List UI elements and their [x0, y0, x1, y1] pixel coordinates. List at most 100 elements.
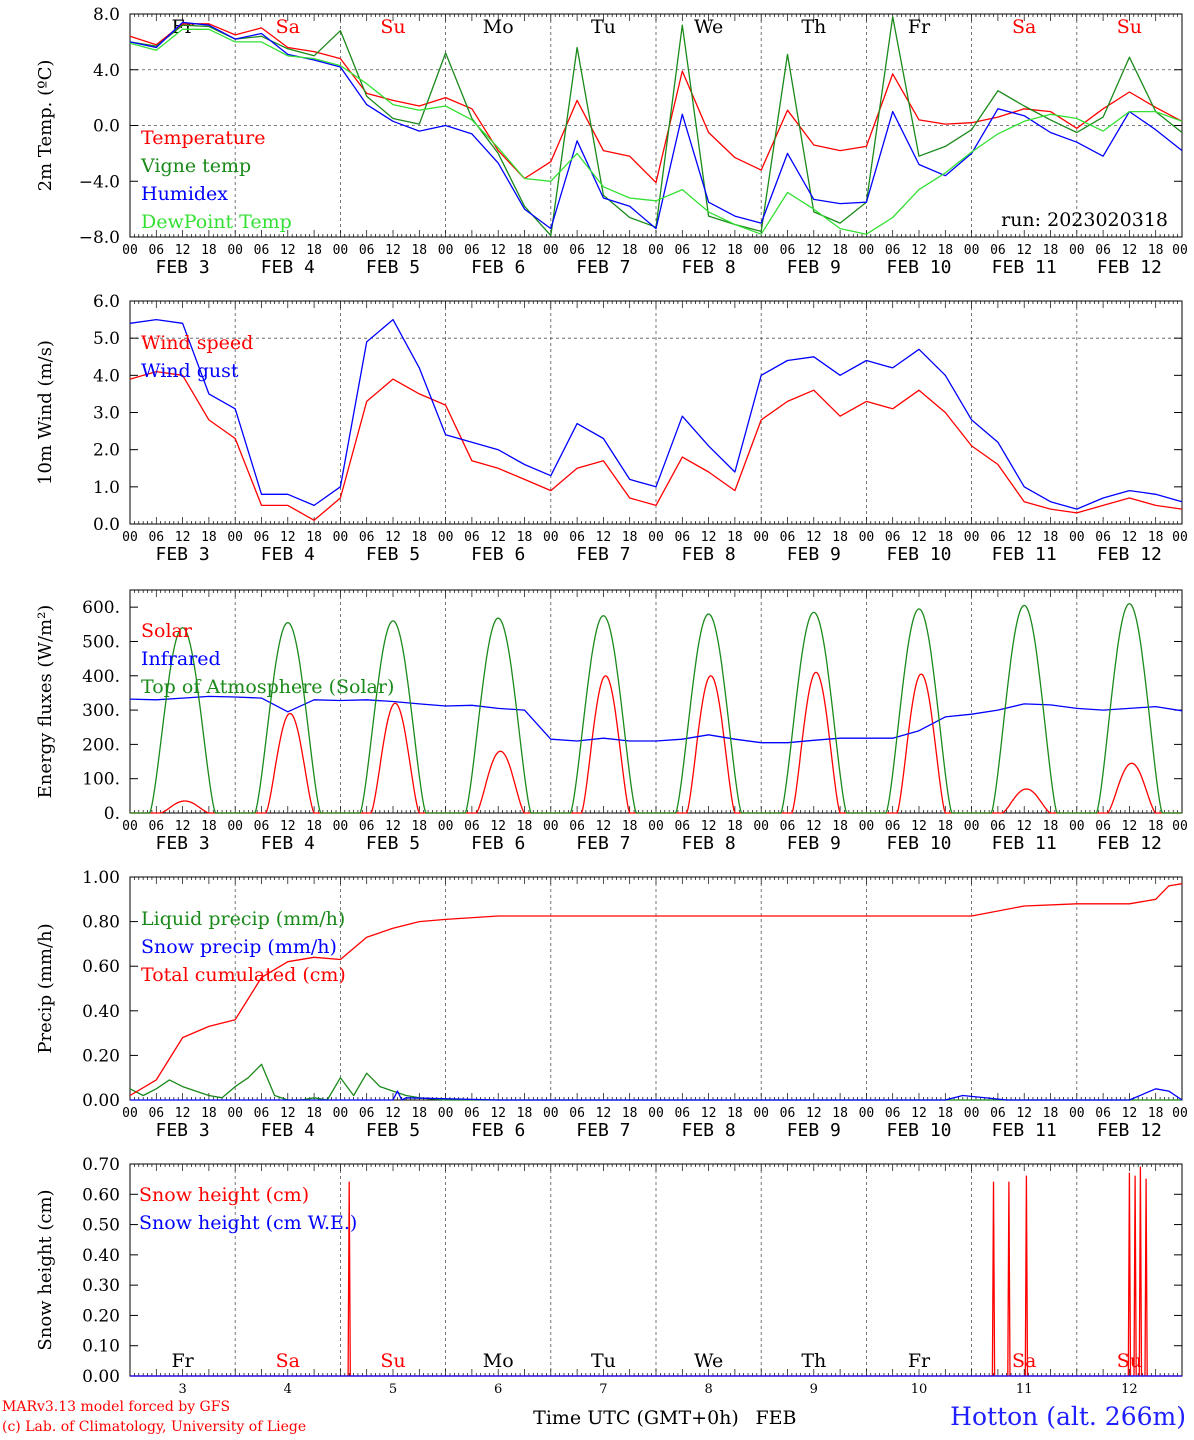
x-hour-label: 18 [622, 243, 638, 258]
x-hour-label: 00 [122, 1106, 138, 1121]
y-tick-label: 400. [82, 667, 120, 687]
run-annotation: run: 2023020318 [1001, 209, 1168, 231]
legend-entry: Snow precip (mm/h) [141, 936, 337, 958]
day-letter: Mo [483, 16, 514, 38]
y-tick-label: 1.00 [82, 868, 120, 888]
y-tick-label: 0.0 [93, 515, 120, 535]
x-hour-label: 00 [333, 530, 349, 545]
y-tick-label: 1.0 [93, 478, 120, 498]
y-tick-label: 200. [82, 735, 120, 755]
x-hour-label: 18 [1148, 819, 1164, 834]
x-hour-label: 00 [648, 1106, 664, 1121]
x-hour-label: 18 [1043, 530, 1059, 545]
x-hour-label: 00 [753, 530, 769, 545]
x-hour-label: 00 [438, 819, 454, 834]
y-tick-label: 0.80 [82, 913, 120, 933]
x-date-label: FEB 11 [992, 1120, 1057, 1141]
x-hour-label: 18 [937, 1106, 953, 1121]
x-hour-label: 06 [674, 1106, 690, 1121]
x-hour-label: 00 [964, 819, 980, 834]
y-axis-title: Precip (mm/h) [35, 923, 56, 1053]
lab-credit: (c) Lab. of Climatology, University of L… [2, 1419, 307, 1435]
x-hour-label: 18 [411, 1106, 427, 1121]
x-hour-label: 18 [201, 819, 217, 834]
x-hour-label: 18 [411, 243, 427, 258]
x-hour-label: 18 [1043, 1106, 1059, 1121]
x-date-label: FEB 12 [1097, 544, 1162, 565]
day-letter: Fr [908, 1350, 931, 1372]
x-day-number: 6 [494, 1382, 502, 1397]
x-hour-label: 00 [1172, 530, 1188, 545]
y-tick-label: −8.0 [79, 228, 120, 248]
y-tick-label: 100. [82, 770, 120, 790]
x-hour-label: 00 [859, 530, 875, 545]
x-day-number: 4 [284, 1382, 292, 1397]
day-letter: Su [380, 16, 405, 38]
x-hour-label: 12 [385, 530, 401, 545]
x-hour-label: 12 [806, 530, 822, 545]
x-hour-label: 06 [1095, 243, 1111, 258]
x-hour-label: 06 [359, 819, 375, 834]
x-hour-label: 18 [411, 530, 427, 545]
x-hour-label: 12 [701, 1106, 717, 1121]
x-date-label: FEB 3 [156, 544, 210, 565]
x-hour-label: 18 [832, 819, 848, 834]
legend-entry: Infrared [141, 648, 221, 670]
day-letter: Su [1117, 1350, 1142, 1372]
x-hour-label: 12 [806, 1106, 822, 1121]
x-hour-label: 18 [517, 819, 533, 834]
x-hour-label: 06 [885, 530, 901, 545]
legend-entry: Solar [141, 620, 193, 642]
x-hour-label: 00 [1172, 819, 1188, 834]
x-hour-label: 06 [148, 819, 164, 834]
day-letter: Sa [1012, 1350, 1036, 1372]
x-hour-label: 06 [569, 243, 585, 258]
x-hour-label: 06 [464, 819, 480, 834]
x-date-label: FEB 9 [787, 833, 841, 854]
x-date-label: FEB 8 [682, 833, 736, 854]
x-hour-label: 00 [122, 819, 138, 834]
x-hour-label: 12 [280, 530, 296, 545]
y-tick-label: 0.40 [82, 1002, 120, 1022]
x-date-label: FEB 5 [366, 1120, 420, 1141]
x-hour-label: 12 [1016, 819, 1032, 834]
x-hour-label: 18 [306, 1106, 322, 1121]
x-date-label: FEB 11 [992, 544, 1057, 565]
legend-entry: Snow height (cm) [139, 1184, 309, 1206]
legend-entry: Wind speed [141, 332, 253, 354]
x-hour-label: 18 [201, 243, 217, 258]
x-hour-label: 12 [175, 530, 191, 545]
legend-entry: Top of Atmosphere (Solar) [141, 676, 394, 698]
x-hour-label: 06 [148, 1106, 164, 1121]
x-day-number: 7 [599, 1382, 607, 1397]
panel-5: 0.00 0.10 0.20 0.30 0.40 0.50 0.60 0.70 Snow hei… [35, 1155, 1183, 1429]
y-tick-label: 4.0 [93, 61, 120, 81]
legend-entry: Snow height (cm W.E.) [139, 1212, 357, 1234]
x-hour-label: 18 [517, 243, 533, 258]
y-tick-label: 8.0 [93, 5, 120, 25]
x-hour-label: 00 [438, 1106, 454, 1121]
x-date-label: FEB 4 [261, 833, 315, 854]
x-hour-label: 00 [1069, 819, 1085, 834]
x-date-label: FEB 9 [787, 257, 841, 278]
x-hour-label: 06 [254, 1106, 270, 1121]
x-hour-label: 18 [1148, 243, 1164, 258]
x-hour-label: 00 [543, 819, 559, 834]
x-hour-label: 12 [385, 819, 401, 834]
x-hour-label: 12 [701, 243, 717, 258]
x-hour-label: 12 [1122, 819, 1138, 834]
x-hour-label: 18 [306, 819, 322, 834]
x-hour-label: 12 [911, 243, 927, 258]
x-date-label: FEB 12 [1097, 257, 1162, 278]
legend-entry: DewPoint Temp [141, 211, 292, 233]
y-tick-label: 0.30 [82, 1276, 120, 1296]
x-hour-label: 12 [175, 243, 191, 258]
x-hour-label: 12 [175, 819, 191, 834]
x-hour-label: 18 [201, 1106, 217, 1121]
series-wind-speed [129, 370, 1183, 521]
x-date-label: FEB 9 [787, 1120, 841, 1141]
x-hour-label: 06 [254, 530, 270, 545]
y-tick-label: 0.60 [82, 1185, 120, 1205]
x-day-number: 8 [704, 1382, 712, 1397]
x-hour-label: 00 [543, 1106, 559, 1121]
